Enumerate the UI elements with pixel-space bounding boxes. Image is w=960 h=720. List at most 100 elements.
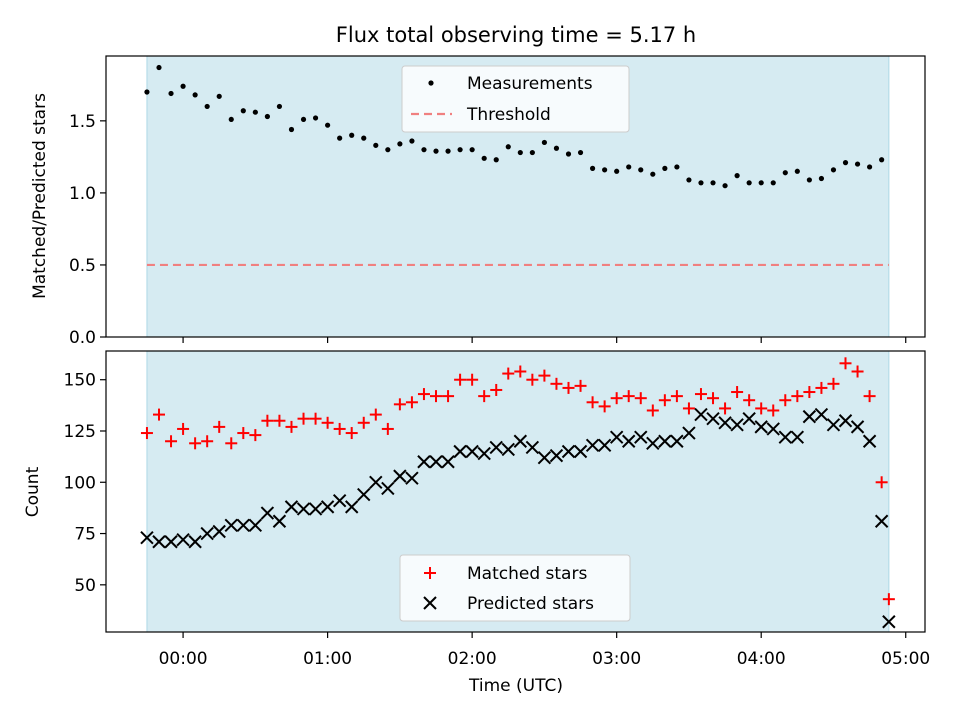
matched-star-point <box>309 412 322 425</box>
predicted-star-point <box>140 530 154 545</box>
measurement-point <box>481 155 487 161</box>
matched-star-point <box>430 390 443 403</box>
measurement-point <box>674 164 680 170</box>
predicted-star-point <box>393 469 407 483</box>
predicted-star-stroke <box>573 444 588 459</box>
top-plot-frame <box>105 55 926 338</box>
predicted-star-point <box>573 444 588 459</box>
predicted-star-stroke <box>284 500 299 514</box>
measurement-point <box>312 115 319 121</box>
measurement-point <box>565 151 572 157</box>
predicted-star-stroke <box>862 434 877 448</box>
predicted-star-stroke <box>489 440 503 455</box>
measurement-point <box>602 167 608 173</box>
predicted-star-point <box>525 440 540 455</box>
predicted-star-stroke <box>646 436 660 451</box>
predicted-star-stroke <box>152 535 166 549</box>
measurement-point <box>264 113 270 120</box>
matched-star-point <box>213 420 226 433</box>
predicted-star-stroke <box>525 440 540 455</box>
predicted-star-point <box>718 416 732 430</box>
predicted-star-stroke <box>236 518 251 533</box>
legend-measurements-label: Measurements <box>467 74 593 94</box>
predicted-star-stroke <box>730 418 744 432</box>
matched-star-point <box>731 386 744 399</box>
measurement-point <box>866 164 873 170</box>
predicted-star-point <box>766 422 780 436</box>
measurement-point <box>830 167 837 173</box>
matched-star-point <box>405 396 418 409</box>
matched-star-point <box>882 593 895 606</box>
measurement-point <box>698 180 704 186</box>
matched-star-point <box>454 373 467 386</box>
predicted-star-stroke <box>465 444 479 459</box>
measurement-point <box>517 149 523 156</box>
matched-star-point <box>791 390 804 403</box>
measurement-point <box>650 171 656 177</box>
matched-star-point <box>442 390 455 403</box>
predicted-star-point <box>742 411 756 426</box>
matched-star-point <box>815 381 828 394</box>
predicted-star-point <box>790 430 805 444</box>
predicted-star-point <box>453 444 467 459</box>
predicted-star-stroke <box>718 416 732 430</box>
predicted-star-stroke <box>441 455 455 469</box>
matched-star-point <box>177 422 190 435</box>
measurement-point <box>758 180 764 186</box>
measurement-point <box>433 148 439 154</box>
predicted-star-stroke <box>658 434 672 448</box>
bottom-y-tick-label: 50 <box>74 576 96 596</box>
measurement-point <box>553 145 560 151</box>
predicted-star-point <box>212 524 226 539</box>
matched-star-point <box>140 427 153 440</box>
matched-star-point <box>839 357 852 370</box>
top-x-ticks <box>182 337 907 343</box>
predicted-star-stroke <box>381 481 395 496</box>
predicted-star-point <box>682 426 696 440</box>
matched-star-point <box>743 394 756 407</box>
measurement-point <box>469 147 475 153</box>
predicted-star-point <box>549 448 564 463</box>
predicted-star-stroke <box>513 434 528 448</box>
measurement-point <box>361 135 367 141</box>
measurement-point <box>746 180 752 186</box>
predicted-star-point <box>622 434 636 448</box>
bottom-x-tick-label: 05:00 <box>881 649 930 669</box>
predicted-star-stroke <box>742 411 756 426</box>
measurement-point <box>686 177 692 183</box>
matched-star-point <box>634 392 647 405</box>
predicted-star-stroke <box>453 444 467 459</box>
top-y-tick-label: 1.0 <box>69 184 96 204</box>
predicted-star-stroke <box>212 524 226 539</box>
measurement-point <box>589 165 596 171</box>
top-plot-marks <box>144 64 889 267</box>
matched-star-point <box>827 377 840 390</box>
matched-star-point <box>610 392 623 405</box>
predicted-star-stroke <box>248 518 263 533</box>
matched-star-point <box>875 476 888 489</box>
predicted-star-point <box>597 438 612 453</box>
matched-star-point <box>297 412 310 425</box>
predicted-star-point <box>308 502 323 516</box>
measurement-point <box>782 170 788 176</box>
measurement-point <box>288 126 295 133</box>
matched-star-point <box>779 394 792 407</box>
measurement-point <box>421 147 427 153</box>
predicted-star-point <box>357 487 371 502</box>
measurement-point <box>710 180 716 186</box>
measurement-point <box>638 167 644 173</box>
predicted-star-stroke <box>176 532 190 547</box>
top-legend-box <box>401 65 630 133</box>
predicted-star-point <box>296 502 311 516</box>
matched-star-point <box>707 392 720 405</box>
matched-star-point <box>381 422 394 435</box>
predicted-star-point <box>332 494 347 508</box>
matched-star-point <box>562 381 575 394</box>
matched-star-point <box>478 390 491 403</box>
matched-star-point <box>357 416 370 429</box>
matched-star-point <box>165 435 178 448</box>
predicted-star-stroke <box>405 471 419 485</box>
measurement-point <box>879 157 885 163</box>
predicted-star-stroke <box>882 615 896 629</box>
matched-star-point <box>466 373 479 386</box>
